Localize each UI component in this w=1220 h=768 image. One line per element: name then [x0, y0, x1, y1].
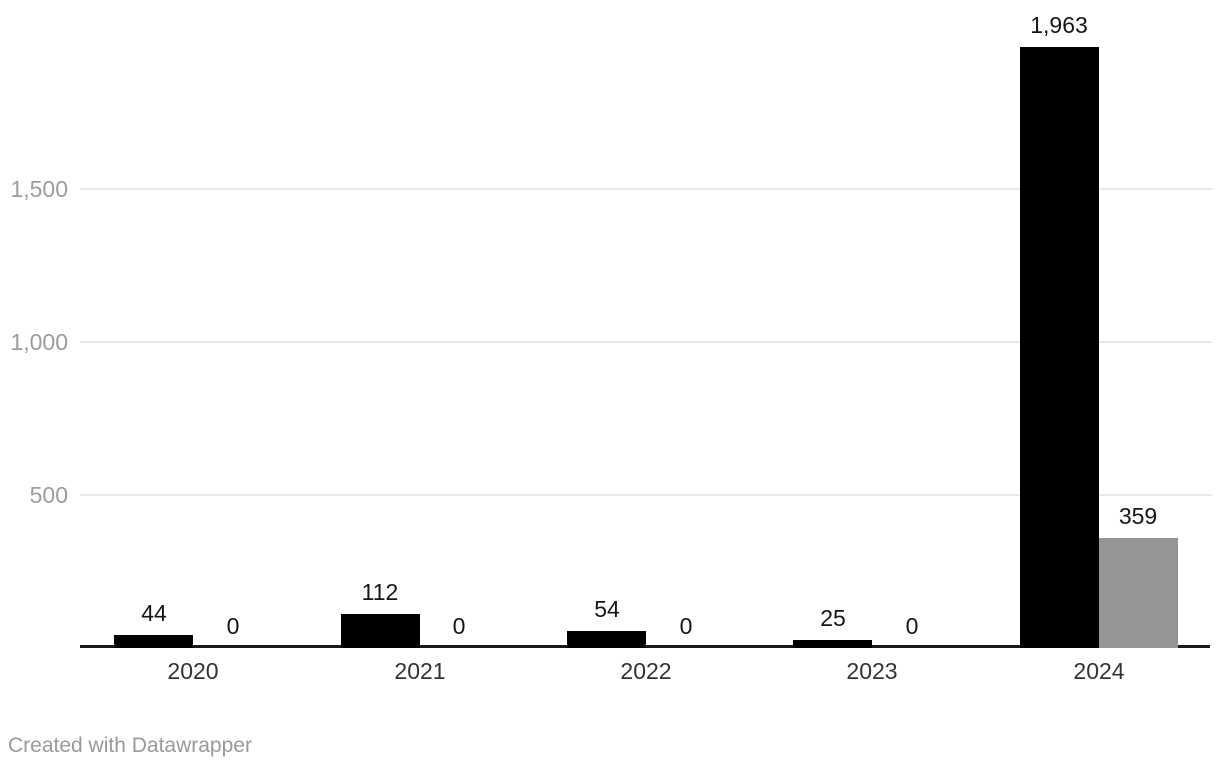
gridline-1000 [80, 341, 1212, 343]
y-tick-label-1000: 1,000 [10, 329, 68, 355]
bar-2024-secondary[interactable] [1099, 538, 1178, 648]
bar-2024-primary[interactable] [1020, 47, 1099, 648]
bar-2021-primary[interactable] [341, 614, 420, 648]
bar-2022-primary[interactable] [567, 631, 646, 648]
bar-2023-primary[interactable] [793, 640, 872, 648]
value-label-2020-primary: 44 [141, 600, 167, 626]
gridline-1500 [80, 188, 1212, 190]
y-tick-label-1500: 1,500 [10, 176, 68, 202]
y-tick-label-500: 500 [29, 482, 68, 508]
value-label-2021-primary: 112 [361, 579, 399, 605]
x-axis-label-2024: 2024 [1073, 658, 1125, 684]
datawrapper-credit[interactable]: Created with Datawrapper [8, 734, 252, 757]
bar-2020-primary[interactable] [114, 635, 193, 648]
x-axis-label-2023: 2023 [846, 658, 898, 684]
value-label-2023-primary: 25 [820, 605, 846, 631]
value-label-2023-secondary: 0 [905, 613, 919, 639]
value-label-2020-secondary: 0 [226, 613, 240, 639]
value-label-2022-primary: 54 [594, 596, 620, 622]
x-axis-label-2020: 2020 [167, 658, 219, 684]
value-label-2022-secondary: 0 [679, 613, 693, 639]
x-axis-label-2021: 2021 [394, 658, 446, 684]
x-axis-label-2022: 2022 [620, 658, 672, 684]
gridline-500 [80, 494, 1212, 496]
value-label-2024-secondary: 359 [1118, 503, 1158, 529]
value-label-2021-secondary: 0 [452, 613, 466, 639]
value-label-2024-primary: 1,963 [1030, 12, 1088, 38]
